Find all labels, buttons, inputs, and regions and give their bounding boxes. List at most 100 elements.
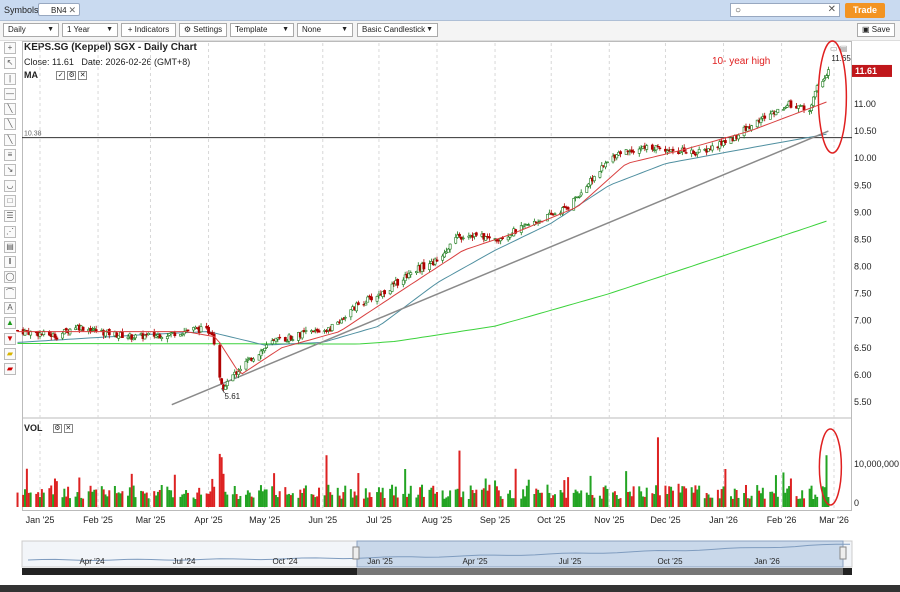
candle-body bbox=[776, 108, 780, 113]
text-tool-icon[interactable]: A bbox=[4, 302, 16, 315]
candle-body bbox=[364, 302, 368, 306]
close-icon[interactable]: ✕ bbox=[68, 5, 76, 15]
close-icon[interactable]: ✕ bbox=[78, 71, 88, 81]
highlighter-tool-icon[interactable]: ▰ bbox=[4, 347, 16, 360]
clear-search-icon[interactable]: ✕ bbox=[827, 4, 836, 15]
navigator-label: Oct '24 bbox=[272, 557, 298, 566]
chart-type-dropdown[interactable]: Basic Candlestick ▼ bbox=[357, 23, 438, 37]
volume-bar bbox=[407, 493, 410, 507]
close-icon[interactable]: ✕ bbox=[63, 424, 73, 434]
volume-bar bbox=[776, 496, 779, 507]
arc-tool-icon[interactable]: ◡ bbox=[4, 179, 16, 192]
settings-button[interactable]: ⚙ Settings bbox=[179, 23, 227, 37]
circle-tool-icon[interactable]: ◯ bbox=[4, 271, 16, 284]
ray-tool-icon[interactable]: ╲ bbox=[4, 118, 16, 131]
crosshair-tool-icon[interactable]: + bbox=[4, 42, 16, 54]
navigator-label: Jul '25 bbox=[559, 557, 582, 566]
none-dropdown[interactable]: None ▼ bbox=[297, 23, 353, 37]
volume-bar bbox=[632, 486, 635, 507]
candle-body bbox=[458, 233, 461, 237]
volume-bar bbox=[656, 437, 659, 507]
volume-bar bbox=[640, 491, 643, 507]
volume-bar bbox=[132, 485, 135, 507]
vertical-line-tool-icon[interactable]: | bbox=[4, 72, 16, 85]
cycle-tool-icon[interactable]: ⌒ bbox=[4, 286, 16, 299]
candle-body bbox=[694, 153, 697, 156]
navigator-label: Jan '26 bbox=[754, 557, 780, 566]
fibonacci-fan-tool-icon[interactable]: ⋰ bbox=[4, 225, 16, 238]
interval-dropdown[interactable]: Daily ▼ bbox=[3, 23, 59, 37]
fibonacci-retracement-tool-icon[interactable]: ☰ bbox=[4, 210, 16, 223]
volume-bar bbox=[533, 494, 536, 507]
candle-body bbox=[577, 196, 581, 198]
eraser-tool-icon[interactable]: ▰ bbox=[4, 363, 16, 376]
volume-bar bbox=[563, 480, 566, 507]
extended-line-tool-icon[interactable]: ╲ bbox=[4, 133, 16, 146]
rectangle-tool-icon[interactable]: □ bbox=[4, 194, 16, 207]
gear-icon[interactable]: ⚙ bbox=[52, 424, 62, 434]
volume-bar bbox=[286, 494, 289, 507]
candle-body bbox=[615, 154, 619, 159]
volume-bar bbox=[179, 496, 182, 507]
check-icon[interactable]: ✓ bbox=[56, 71, 66, 81]
candle-body bbox=[207, 326, 210, 334]
candle-body bbox=[737, 134, 740, 140]
volume-bar bbox=[720, 489, 723, 507]
volume-bar bbox=[119, 493, 122, 507]
ma-long-line bbox=[17, 220, 827, 345]
volume-bar bbox=[194, 499, 197, 507]
volume-bar bbox=[685, 488, 688, 507]
candle-body bbox=[546, 214, 549, 222]
gear-icon[interactable]: ⚙ bbox=[67, 71, 77, 81]
volume-bar bbox=[331, 494, 334, 507]
volume-bar bbox=[449, 490, 452, 507]
candle-body bbox=[598, 171, 602, 178]
volume-bar bbox=[520, 498, 523, 507]
pointer-tool-icon[interactable]: ↖ bbox=[4, 57, 16, 70]
candle-body bbox=[53, 333, 57, 338]
volume-bar bbox=[750, 495, 753, 507]
chevron-down-icon: ▼ bbox=[426, 26, 433, 33]
volume-bar bbox=[239, 495, 242, 507]
volume-bar bbox=[716, 489, 719, 507]
symbol-chip[interactable]: BN4 ✕ bbox=[38, 3, 80, 16]
y-tick-label: 8.00 bbox=[854, 262, 872, 272]
bars-tool-icon[interactable]: ‖ bbox=[4, 256, 16, 269]
x-tick-label: Mar '25 bbox=[136, 515, 166, 525]
volume-bar bbox=[153, 491, 156, 507]
trend-line-tool-icon[interactable]: ╲ bbox=[4, 103, 16, 116]
template-dropdown[interactable]: Template ▼ bbox=[230, 23, 294, 37]
candle-body bbox=[349, 309, 353, 318]
volume-bar bbox=[312, 494, 315, 507]
up-arrow-tool-icon[interactable]: ▲ bbox=[4, 317, 16, 330]
image-icon[interactable]: ▭ bbox=[830, 44, 838, 53]
candle-body bbox=[143, 335, 147, 340]
indicators-button[interactable]: + Indicators bbox=[121, 23, 176, 37]
print-icon[interactable]: ▤ bbox=[839, 44, 848, 53]
low-value-label: 5.61 bbox=[225, 392, 241, 401]
candle-body bbox=[783, 107, 787, 109]
volume-zero-label: 0 bbox=[854, 498, 859, 508]
volume-bar bbox=[666, 494, 669, 507]
candle-body bbox=[289, 335, 293, 340]
gann-tool-icon[interactable]: ▤ bbox=[4, 240, 16, 253]
volume-bar bbox=[263, 489, 266, 507]
parallel-channel-tool-icon[interactable]: ≡ bbox=[4, 149, 16, 162]
save-button[interactable]: ▣ Save bbox=[857, 23, 895, 37]
volume-bar bbox=[218, 453, 221, 507]
range-dropdown[interactable]: 1 Year ▼ bbox=[62, 23, 118, 37]
volume-bar bbox=[653, 494, 656, 507]
horizontal-line-tool-icon[interactable]: — bbox=[4, 87, 16, 100]
volume-bar bbox=[546, 484, 549, 507]
arrow-line-tool-icon[interactable]: ↘ bbox=[4, 164, 16, 177]
navigator-series-line bbox=[27, 543, 850, 562]
volume-bar bbox=[233, 485, 236, 507]
trade-button[interactable]: Trade bbox=[845, 3, 885, 18]
search-input[interactable]: ○ ✕ bbox=[730, 3, 840, 17]
candle-body bbox=[650, 144, 654, 150]
down-arrow-tool-icon[interactable]: ▼ bbox=[4, 332, 16, 345]
volume-bar bbox=[823, 487, 826, 507]
volume-bar bbox=[789, 478, 792, 507]
candle-body bbox=[330, 324, 334, 331]
chart-area[interactable] bbox=[22, 41, 852, 511]
